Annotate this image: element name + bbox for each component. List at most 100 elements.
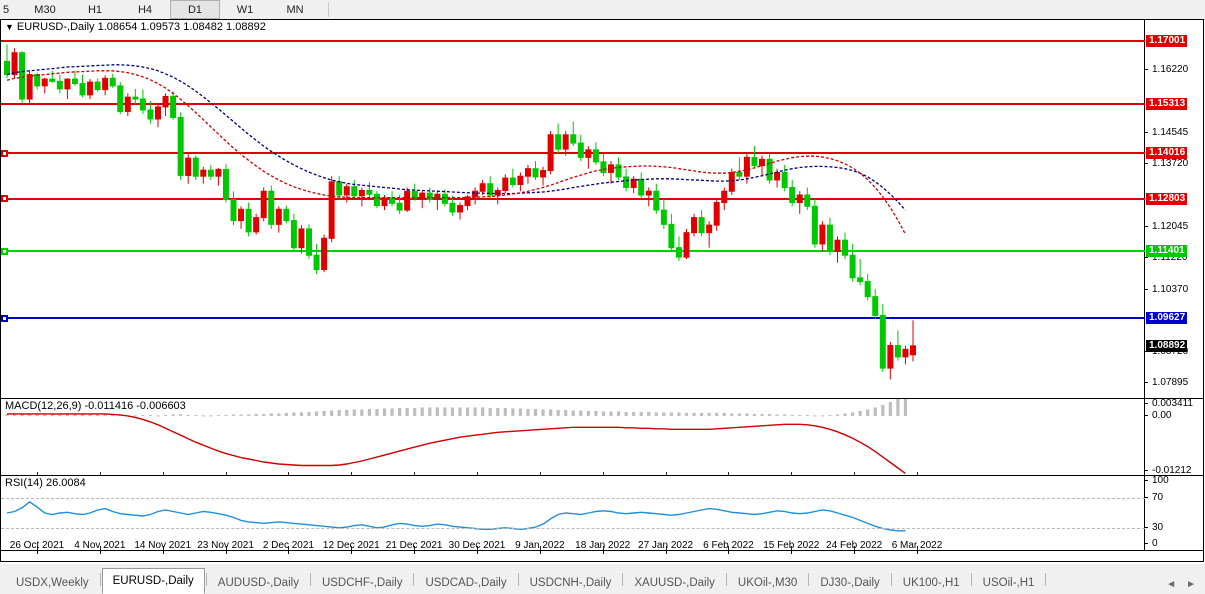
horizontal-line-resistance[interactable]: [1, 103, 1145, 106]
vertical-gridline: [225, 546, 227, 550]
vertical-gridline: [728, 546, 730, 550]
chart-tab[interactable]: USDCNH-,Daily: [529, 577, 612, 589]
date-tick: [602, 551, 604, 554]
vertical-gridline: [225, 472, 227, 475]
chart-tab[interactable]: USOil-,H1: [982, 577, 1035, 589]
timeframe-button-w1[interactable]: W1: [220, 0, 270, 19]
rsi-series: [6, 501, 906, 532]
line-handle[interactable]: [1, 314, 8, 322]
date-tick: [37, 551, 38, 554]
price-badge-black[interactable]: 1.08892: [1146, 339, 1188, 352]
tab-separator: [517, 572, 519, 586]
chart-tab[interactable]: AUDUSD-,Daily: [217, 577, 299, 589]
tab-separator: [808, 572, 810, 586]
horizontal-line-marker[interactable]: [1, 317, 1145, 320]
symbol-header[interactable]: ▼ EURUSD-,Daily 1.08654 1.09573 1.08482 1…: [5, 21, 269, 33]
date-label: 6 Feb 2022: [703, 540, 754, 551]
vertical-gridline: [477, 472, 478, 475]
rsi-tick: 0: [1145, 539, 1203, 549]
price-badge-red[interactable]: 1.15313: [1146, 98, 1188, 111]
vertical-gridline: [728, 472, 730, 475]
tab-scroll-controls: ◄ ►: [1166, 579, 1205, 594]
price-scale[interactable]: 1.16220 1.14545 1.13720 1.12045 1.11220 1.103…: [1144, 20, 1203, 398]
timeframe-button-m30[interactable]: M30: [20, 0, 70, 19]
rsi-pane[interactable]: RSI(14) 26.0084 100 70 30 0: [1, 476, 1203, 550]
vertical-gridline: [602, 472, 604, 475]
horizontal-line-resistance[interactable]: [1, 39, 1145, 42]
chart-tab[interactable]: XAUUSD-,Daily: [634, 577, 715, 589]
price-badge-green[interactable]: 1.11401: [1146, 245, 1187, 258]
vertical-gridline: [665, 546, 667, 550]
price-badge-red[interactable]: 1.14016: [1146, 147, 1188, 159]
macd-series: [5, 399, 908, 474]
price-tick: 1.07895: [1145, 378, 1203, 388]
vertical-gridline: [37, 546, 38, 550]
price-tick: 1.11220: [1145, 253, 1203, 263]
timeframe-button-h1[interactable]: H1: [70, 0, 120, 19]
vertical-gridline: [539, 546, 541, 550]
date-tick: [539, 551, 541, 554]
date-tick: [854, 551, 856, 554]
rsi-level-line: [1, 498, 1145, 500]
timeframe-button-mn[interactable]: MN: [270, 0, 320, 19]
vertical-gridline: [99, 472, 101, 475]
vertical-gridline: [288, 546, 290, 550]
line-handle[interactable]: [1, 149, 8, 157]
timeframe-button-d1[interactable]: D1: [170, 0, 220, 19]
date-label: 18 Jan 2022: [575, 540, 631, 551]
price-tick: 1.12045: [1145, 222, 1203, 232]
vertical-gridline: [791, 546, 793, 550]
horizontal-line-resistance[interactable]: [1, 197, 1145, 200]
chart-tab[interactable]: DJ30-,Daily: [820, 577, 880, 589]
date-axis[interactable]: 26 Oct 2021 4 Nov 2021 14 Nov 2021 23 Nov 2…: [1, 540, 1203, 562]
date-tick: [225, 551, 227, 554]
timeframe-label: W1: [236, 3, 254, 16]
chevron-down-icon[interactable]: ▼: [5, 22, 14, 32]
date-tick: [351, 551, 353, 554]
chart-frame: ▼ EURUSD-,Daily 1.08654 1.09573 1.08482 1…: [0, 19, 1204, 562]
date-tick: [99, 551, 101, 554]
vertical-gridline: [539, 472, 541, 475]
chart-tab[interactable]: USDX,Weekly: [16, 577, 89, 589]
price-badge-red[interactable]: 1.17001: [1146, 34, 1188, 47]
chart-tab[interactable]: USDCHF-,Daily: [321, 577, 403, 589]
date-label: 6 Mar 2022: [891, 540, 943, 551]
horizontal-line-resistance[interactable]: [1, 152, 1145, 154]
scroll-left-icon[interactable]: ◄: [1166, 579, 1177, 590]
timeframe-button-m5[interactable]: 5: [0, 0, 20, 19]
date-label: 12 Dec 2021: [322, 540, 380, 551]
price-pane[interactable]: ▼ EURUSD-,Daily 1.08654 1.09573 1.08482 1…: [1, 20, 1203, 399]
tab-separator: [970, 572, 972, 586]
chart-tab[interactable]: UK100-,H1: [902, 577, 960, 589]
chart-tab-active[interactable]: EURUSD-,Daily: [101, 568, 205, 594]
chart-tab[interactable]: UKOil-,M30: [737, 577, 798, 589]
timeframe-button-h4[interactable]: H4: [120, 0, 170, 19]
tab-separator: [99, 572, 101, 586]
vertical-gridline: [854, 472, 856, 475]
date-tick: [665, 551, 667, 554]
price-plot-area[interactable]: [1, 20, 1145, 398]
chart-tab-bar: USDX,Weekly EURUSD-,Daily AUDUSD-,Daily USD…: [0, 563, 1205, 594]
vertical-gridline: [351, 546, 353, 550]
date-tick: [917, 551, 918, 554]
toolbar-separator: [328, 2, 329, 17]
scroll-right-icon[interactable]: ►: [1186, 579, 1196, 590]
rsi-level-line: [1, 527, 1145, 529]
tabs-container: USDX,Weekly EURUSD-,Daily AUDUSD-,Daily USD…: [0, 564, 1166, 594]
rsi-plot-area[interactable]: [1, 476, 1145, 550]
tab-separator: [622, 572, 624, 586]
macd-plot-area[interactable]: [1, 399, 1145, 475]
tab-separator: [205, 572, 207, 586]
price-badge-blue[interactable]: 1.09627: [1146, 312, 1188, 325]
price-badge-red[interactable]: 1.12803: [1146, 192, 1188, 205]
moving-average-line: [6, 70, 906, 235]
date-label: 9 Jan 2022: [515, 540, 565, 551]
horizontal-line-support[interactable]: [1, 250, 1145, 253]
macd-pane[interactable]: MACD(12,26,9) -0.011416 -0.006603 0.0034…: [1, 399, 1203, 476]
line-handle[interactable]: [1, 195, 8, 203]
vertical-gridline: [917, 546, 918, 550]
vertical-gridline: [351, 472, 353, 475]
chart-tab[interactable]: USDCAD-,Daily: [425, 577, 507, 589]
tab-separator: [1045, 572, 1047, 586]
line-handle[interactable]: [1, 247, 8, 255]
